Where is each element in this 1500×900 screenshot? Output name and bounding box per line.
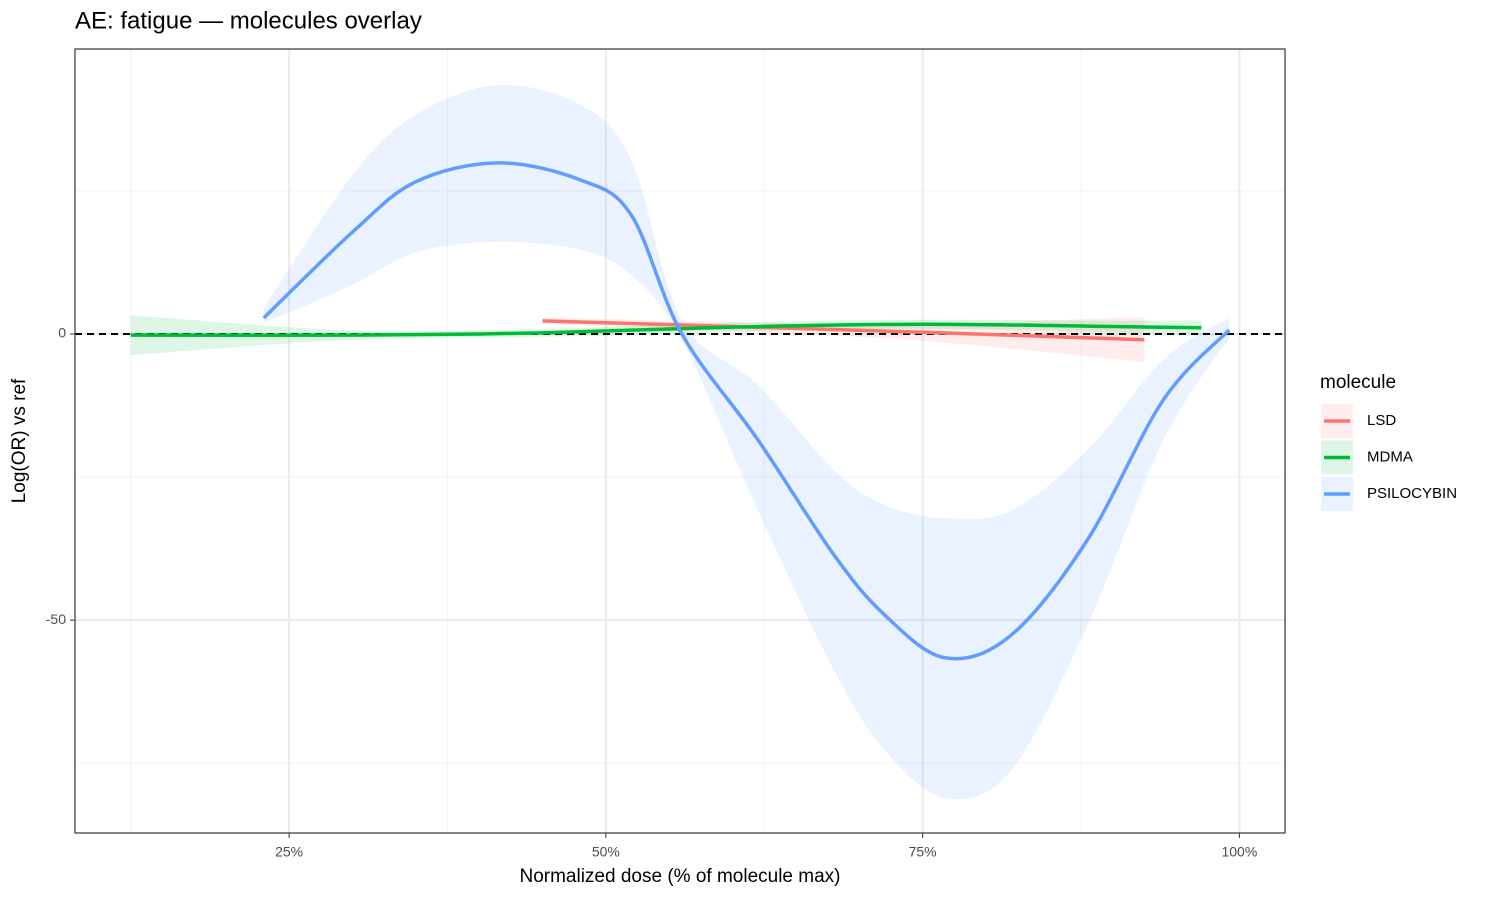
x-tick-label: 100% — [1221, 844, 1257, 860]
legend-label: MDMA — [1367, 448, 1413, 465]
confidence-ribbon — [263, 84, 1230, 800]
legend-label: PSILOCYBIN — [1367, 485, 1457, 502]
legend-label: LSD — [1367, 412, 1396, 429]
x-tick-label: 50% — [592, 844, 620, 860]
legend-title: molecule — [1320, 372, 1396, 393]
series-line — [130, 322, 1202, 338]
chart-title: AE: fatigue — molecules overlay — [75, 7, 422, 34]
x-tick-label: 25% — [275, 844, 303, 860]
series-line — [542, 319, 1145, 342]
y-tick-label: -50 — [46, 611, 66, 627]
x-tick-label: 75% — [909, 844, 937, 860]
x-axis-title: Normalized dose (% of molecule max) — [519, 866, 840, 887]
y-tick-label: 0 — [58, 325, 66, 341]
panel-border — [74, 48, 1286, 834]
y-axis-title: Log(OR) vs ref — [9, 378, 30, 503]
series-line — [262, 161, 1231, 661]
